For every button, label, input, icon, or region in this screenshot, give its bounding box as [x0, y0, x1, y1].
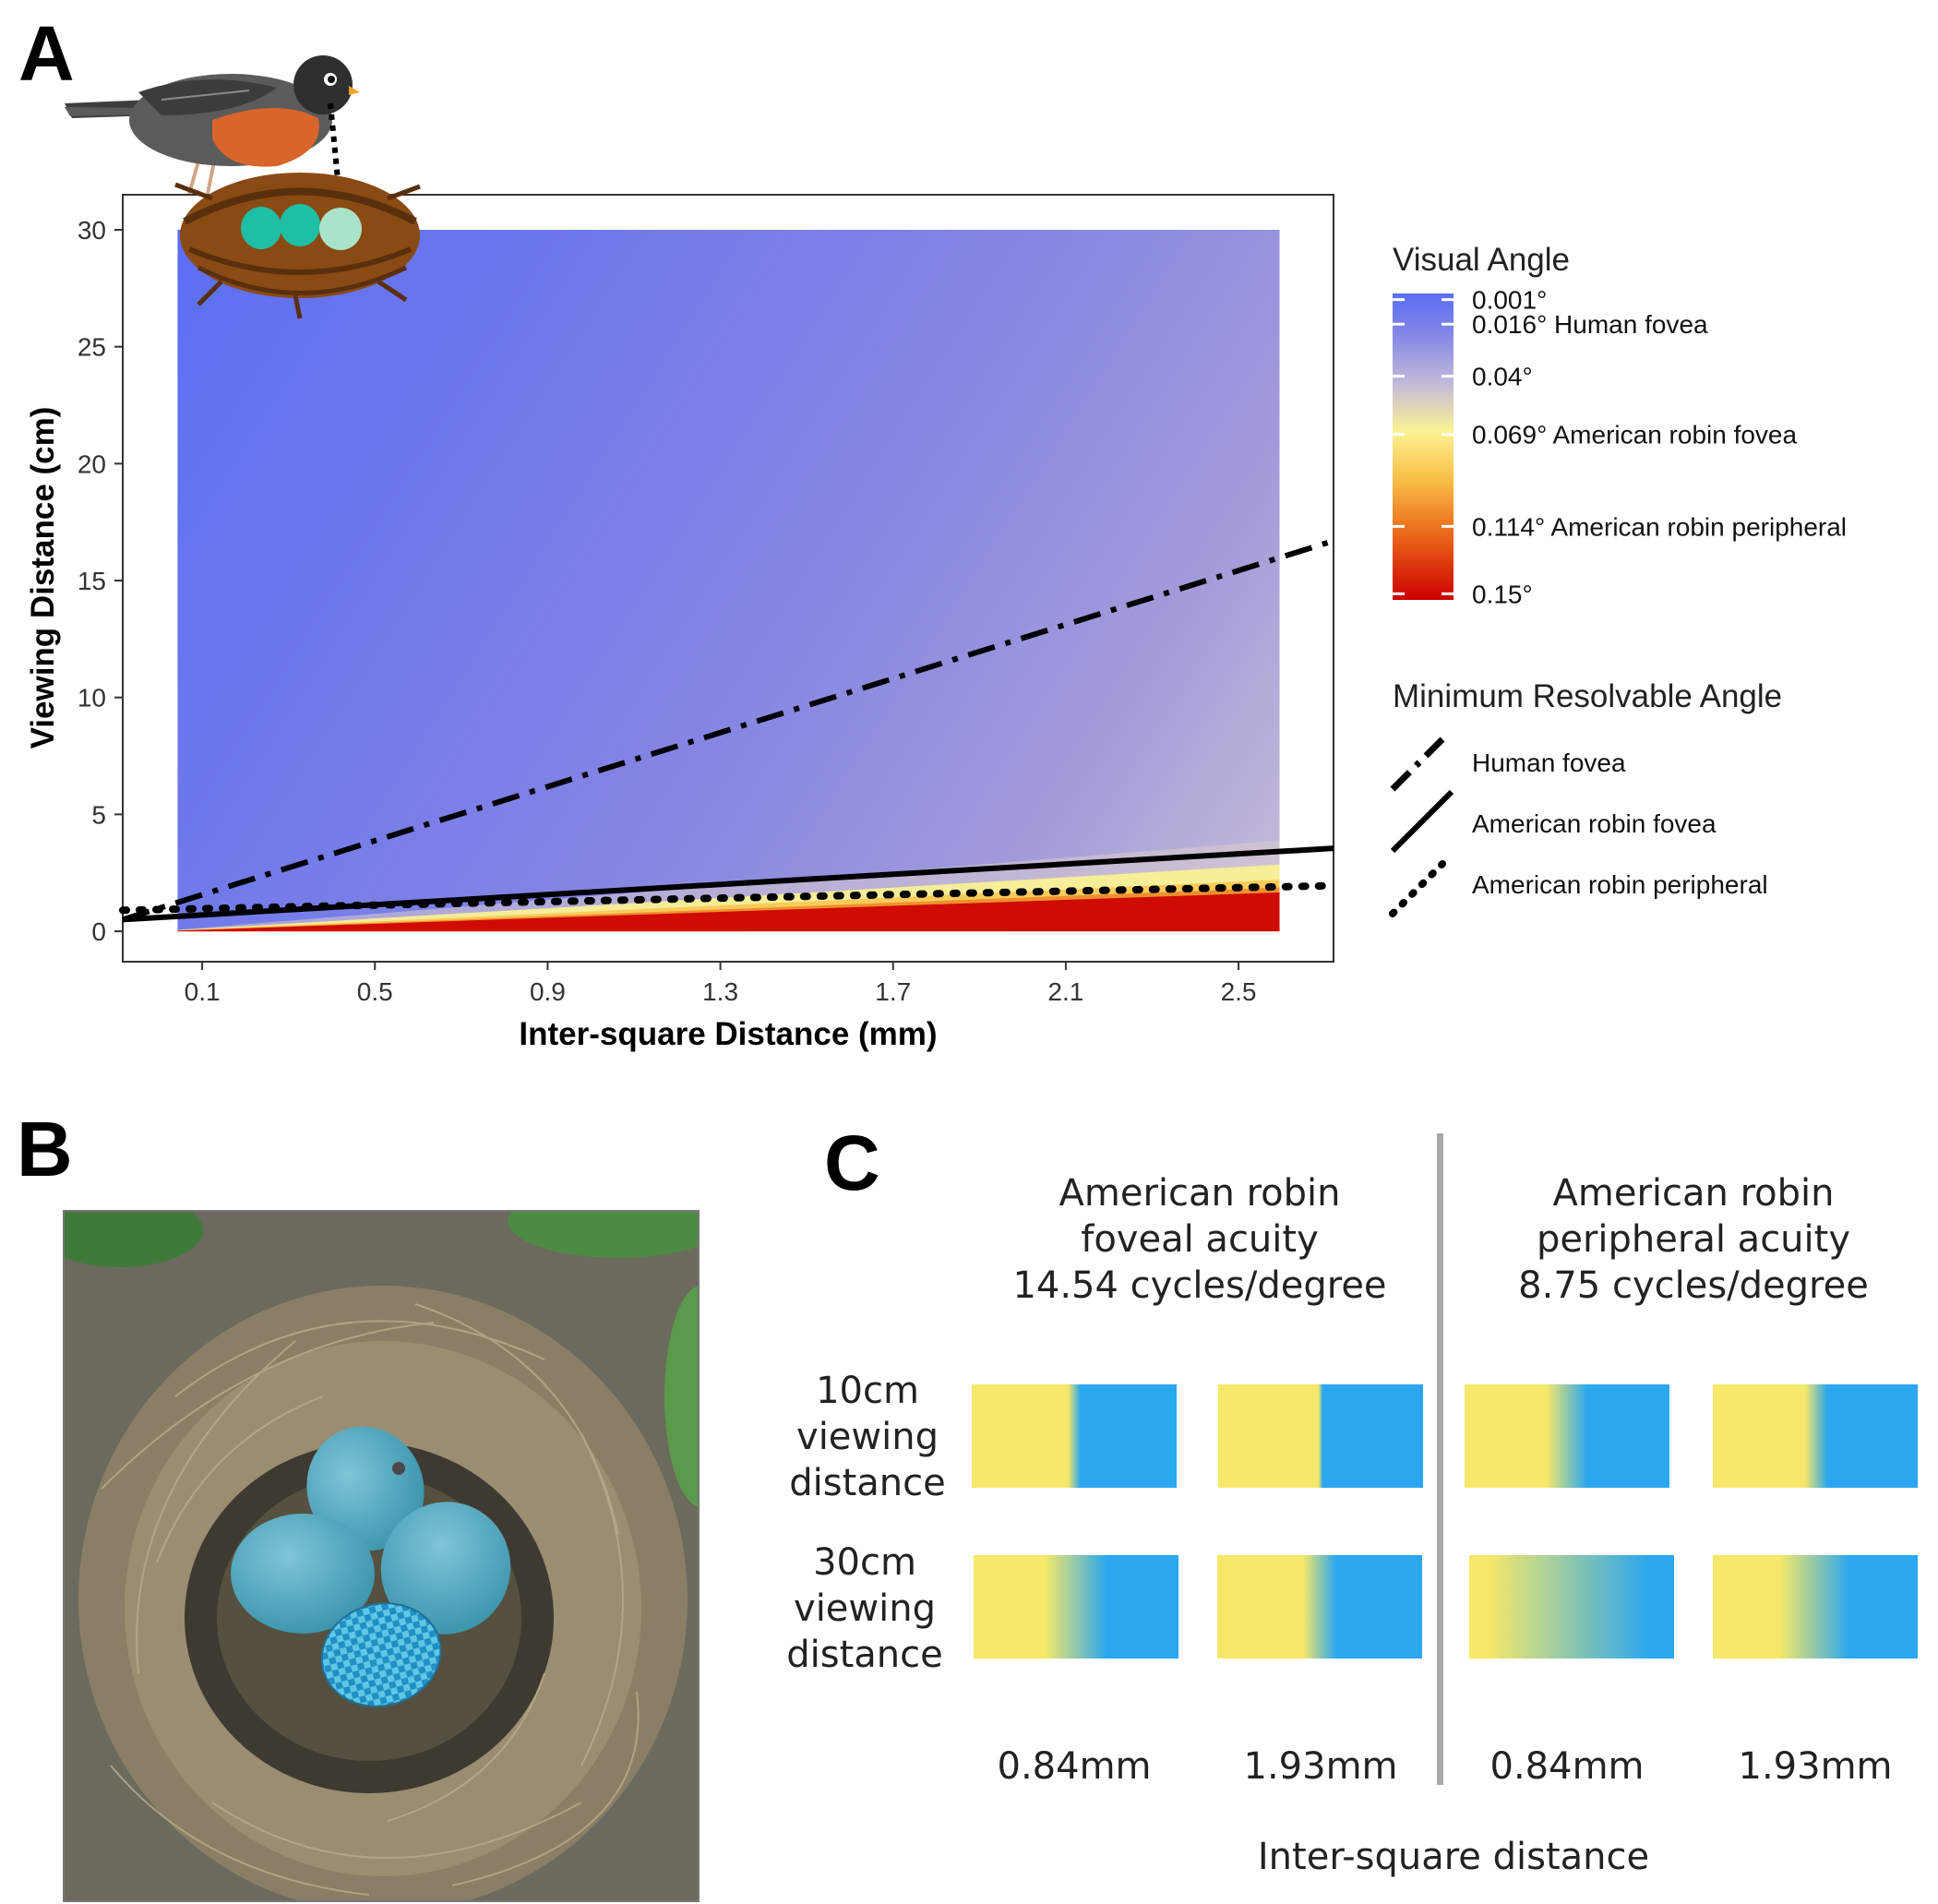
panel-label-a: A	[18, 10, 75, 97]
x-axis: 0.1 0.5 0.9 1.3 1.7 2.1 2.5	[185, 962, 1257, 1006]
row-label-line: 10cm	[816, 1370, 919, 1412]
color-legend-breaks: 0.001°0.016° Human fovea 0.04° 0.069° Amer…	[1393, 286, 1847, 608]
color-legend-label: 0.069° American robin fovea	[1472, 421, 1798, 449]
row-label-line: viewing	[794, 1587, 936, 1630]
visual-angle-fill	[177, 230, 1280, 932]
y-tick-label: 25	[78, 333, 106, 362]
panel-label-b: B	[17, 1106, 73, 1192]
row-label-line: distance	[786, 1634, 943, 1676]
y-axis-title: Viewing Distance (cm)	[25, 407, 61, 749]
column-label-peripheral-0.84mm: 0.84mm	[1489, 1745, 1645, 1788]
foveal-header-line: 14.54 cycles/degree	[1012, 1264, 1387, 1307]
fill-base	[177, 230, 1280, 932]
x-tick-label: 0.5	[357, 977, 393, 1006]
resolvable-angle-lines	[119, 538, 1337, 923]
line-legend-key-robin-peripheral	[1389, 860, 1446, 917]
color-legend-label: 0.001°	[1472, 286, 1547, 315]
color-legend-label: 0.114° American robin peripheral	[1472, 512, 1847, 541]
series-line-american-robin-peripheral	[119, 881, 1337, 915]
y-tick-label: 15	[78, 567, 106, 595]
x-tick-label: 2.1	[1047, 977, 1083, 1006]
column-label-foveal-0.84mm: 0.84mm	[997, 1745, 1152, 1788]
x-tick-label: 2.5	[1221, 977, 1257, 1006]
column-label-peripheral-1.93mm: 1.93mm	[1738, 1745, 1893, 1788]
color-legend-label: 0.04°	[1472, 363, 1533, 391]
line-legend-label-robin-fovea: American robin fovea	[1472, 809, 1717, 838]
visual-angle-chart: 0.1 0.5 0.9 1.3 1.7 2.1 2.5 0 5 10 15 20 25 30 Inter…	[25, 55, 1847, 1052]
line-legend-key-robin-fovea	[1390, 789, 1454, 854]
fill-band	[177, 892, 1280, 932]
row-label-10cm: 10cm viewing distance	[775, 1368, 960, 1506]
swatch-30cm-foveal-1.93mm	[1217, 1555, 1422, 1659]
x-axis-title: Inter-square Distance (mm)	[519, 1016, 937, 1052]
color-legend-bar	[1393, 293, 1454, 600]
line-legend-label-robin-peripheral: American robin peripheral	[1472, 870, 1768, 899]
swatch-30cm-peripheral-0.84mm	[1469, 1555, 1674, 1659]
inter-square-distance-label: Inter-square distance	[1257, 1836, 1650, 1878]
line-legend-key-human-fovea	[1390, 736, 1445, 792]
swatch-30cm-foveal-0.84mm	[974, 1555, 1178, 1659]
row-label-line: distance	[789, 1462, 946, 1504]
series-line-human-fovea	[122, 538, 1334, 923]
swatch-10cm-foveal-0.84mm	[972, 1384, 1177, 1488]
x-tick-label: 0.9	[530, 977, 566, 1006]
nest-illustration	[174, 173, 421, 319]
color-legend-label: 0.15°	[1472, 580, 1533, 608]
swatch-30cm-peripheral-1.93mm	[1713, 1555, 1918, 1659]
y-tick-label: 10	[78, 684, 106, 713]
x-tick-label: 1.7	[875, 977, 911, 1006]
color-legend-title: Visual Angle	[1393, 242, 1570, 278]
line-legend-label-human-fovea: Human fovea	[1472, 748, 1626, 777]
column-label-foveal-1.93mm: 1.93mm	[1243, 1745, 1398, 1788]
panel-label-c: C	[824, 1120, 880, 1206]
row-label-line: 30cm	[813, 1541, 916, 1584]
foveal-header-line: foveal acuity	[1081, 1218, 1319, 1261]
acuity-divider	[1437, 1133, 1443, 1785]
row-label-30cm: 30cm viewing distance	[772, 1539, 957, 1678]
x-tick-label: 1.3	[702, 977, 738, 1006]
line-legend-title: Minimum Resolvable Angle	[1393, 678, 1782, 714]
peripheral-header-line: 8.75 cycles/degree	[1518, 1264, 1869, 1307]
peripheral-header-line: American robin	[1552, 1172, 1835, 1215]
row-label-line: viewing	[796, 1416, 939, 1458]
peripheral-acuity-header: American robin peripheral acuity 8.75 cy…	[1490, 1170, 1896, 1309]
foveal-header-line: American robin	[1059, 1172, 1341, 1215]
x-tick-label: 0.1	[185, 977, 221, 1006]
swatch-10cm-peripheral-1.93mm	[1713, 1384, 1918, 1488]
color-legend-label: 0.016° Human fovea	[1472, 310, 1708, 339]
y-tick-label: 5	[91, 800, 106, 829]
y-tick-label: 20	[78, 449, 106, 478]
robin-illustration	[65, 55, 360, 199]
swatch-10cm-peripheral-0.84mm	[1465, 1384, 1669, 1488]
y-tick-label: 30	[78, 216, 106, 245]
y-axis: 0 5 10 15 20 25 30	[78, 216, 123, 946]
swatch-10cm-foveal-1.93mm	[1218, 1384, 1423, 1488]
robin-nest-photo	[63, 1210, 700, 1902]
y-tick-label: 0	[91, 917, 106, 946]
foveal-acuity-header: American robin foveal acuity 14.54 cycle…	[997, 1170, 1403, 1309]
nest-photo-image	[65, 1212, 698, 1900]
peripheral-header-line: peripheral acuity	[1536, 1218, 1851, 1261]
